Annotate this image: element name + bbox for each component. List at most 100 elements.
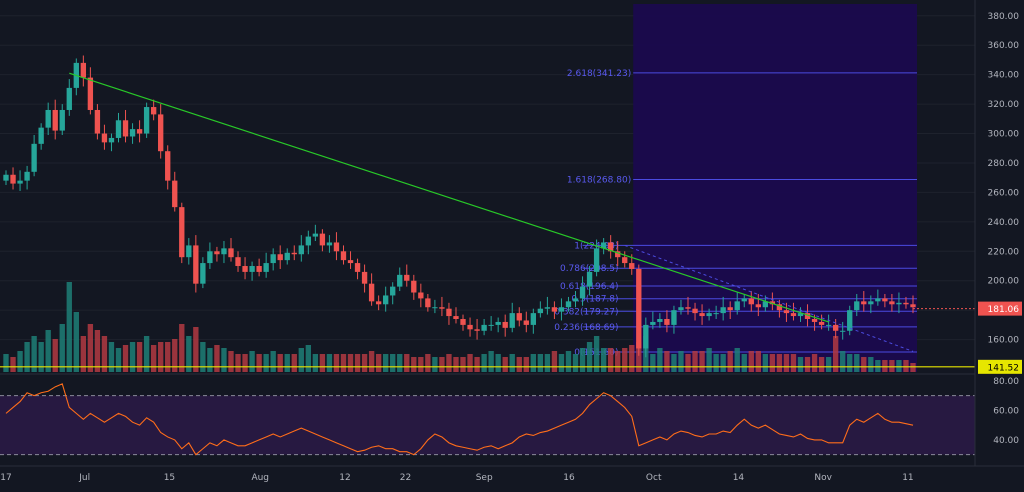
candle-body <box>840 330 846 332</box>
candle-body <box>404 274 410 281</box>
candle-body <box>832 324 839 331</box>
candle-body <box>699 313 705 317</box>
candle-body <box>326 242 333 246</box>
volume-bar <box>882 360 888 372</box>
volume-bar <box>896 360 902 372</box>
volume-bar <box>87 324 94 372</box>
candle-body <box>910 304 916 308</box>
candle-body <box>383 295 389 305</box>
volume-bar <box>45 330 51 372</box>
candle-body <box>692 308 698 314</box>
candle-body <box>889 301 895 305</box>
candle-body <box>804 313 811 320</box>
price-tick-label: 360.00 <box>988 41 1020 51</box>
volume-bar <box>467 354 473 372</box>
candle-body <box>101 133 108 143</box>
volume-bar <box>720 354 726 372</box>
volume-bar <box>854 354 860 372</box>
volume-bar <box>277 354 283 372</box>
volume-bar <box>390 354 396 372</box>
volume-bar <box>530 354 536 372</box>
volume-bar <box>158 342 164 372</box>
current-price-value: 181.06 <box>988 305 1020 315</box>
price-tick-label: 380.00 <box>988 12 1020 22</box>
candle-body <box>418 292 424 299</box>
candle-body <box>347 260 354 264</box>
volume-bar <box>319 354 326 372</box>
candle-body <box>572 298 579 302</box>
volume-bar <box>115 348 122 372</box>
volume-bar <box>256 354 262 372</box>
candle-body <box>523 320 529 325</box>
candle-body <box>235 257 241 267</box>
volume-bar <box>868 357 874 372</box>
volume-bar <box>263 354 269 372</box>
candle-body <box>558 307 565 312</box>
candle-body <box>45 109 51 128</box>
time-tick-label: 12 <box>339 473 350 483</box>
volume-bar <box>305 345 312 372</box>
candle-body <box>333 242 340 252</box>
candle-body <box>291 252 297 255</box>
candle-body <box>17 180 23 184</box>
candle-body <box>769 301 776 305</box>
candle-body <box>629 263 635 269</box>
candle-body <box>790 313 797 317</box>
candle-body <box>129 129 136 137</box>
candle-body <box>340 251 347 261</box>
candle-body <box>797 313 804 317</box>
candle-body <box>657 319 663 322</box>
volume-bar <box>368 351 375 372</box>
volume-bar <box>228 351 234 372</box>
candle-body <box>748 298 754 305</box>
volume-bar <box>657 348 663 372</box>
candle-body <box>214 251 220 255</box>
price-axis-background <box>975 0 1024 488</box>
candle-body <box>80 62 87 78</box>
volume-bar <box>636 342 642 372</box>
candle-body <box>108 137 115 143</box>
volume-bar <box>31 336 37 372</box>
volume-bar <box>207 348 213 372</box>
volume-bar <box>312 354 319 372</box>
candle-body <box>249 266 255 272</box>
candle-body <box>38 127 44 144</box>
volume-bar <box>298 348 304 372</box>
candle-body <box>600 242 607 249</box>
candle-body <box>720 307 726 314</box>
price-tick-label: 240.00 <box>988 218 1020 228</box>
volume-bar <box>685 354 691 372</box>
candle-body <box>467 324 473 330</box>
volume-bar <box>249 351 255 372</box>
volume-bar <box>73 312 79 372</box>
volume-bar <box>453 357 459 372</box>
candle-body <box>734 301 740 311</box>
volume-bar <box>411 357 417 372</box>
candle-body <box>861 301 867 305</box>
volume-bar <box>558 354 565 372</box>
volume-bar <box>593 336 600 372</box>
candle-body <box>882 298 888 302</box>
volume-bar <box>59 324 65 372</box>
volume-bar <box>235 354 241 372</box>
candle-body <box>636 268 642 349</box>
candle-body <box>474 329 480 331</box>
volume-bar <box>361 354 368 372</box>
candle-body <box>544 307 551 309</box>
rsi-tick-label: 60.00 <box>993 406 1019 416</box>
candle-body <box>481 324 487 331</box>
candle-body <box>319 233 326 246</box>
volume-bar <box>179 324 185 372</box>
volume-bar <box>875 360 881 372</box>
price-tick-label: 320.00 <box>988 100 1020 110</box>
volume-bar <box>783 354 790 372</box>
volume-bar <box>551 351 558 372</box>
candle-body <box>94 109 101 134</box>
rsi-line <box>5 383 914 456</box>
price-tick-label: 340.00 <box>988 71 1020 81</box>
candle-body <box>122 120 129 137</box>
volume-bar <box>340 354 347 372</box>
volume-bar <box>38 342 44 372</box>
candle-body <box>713 313 719 315</box>
candle-body <box>52 109 58 131</box>
